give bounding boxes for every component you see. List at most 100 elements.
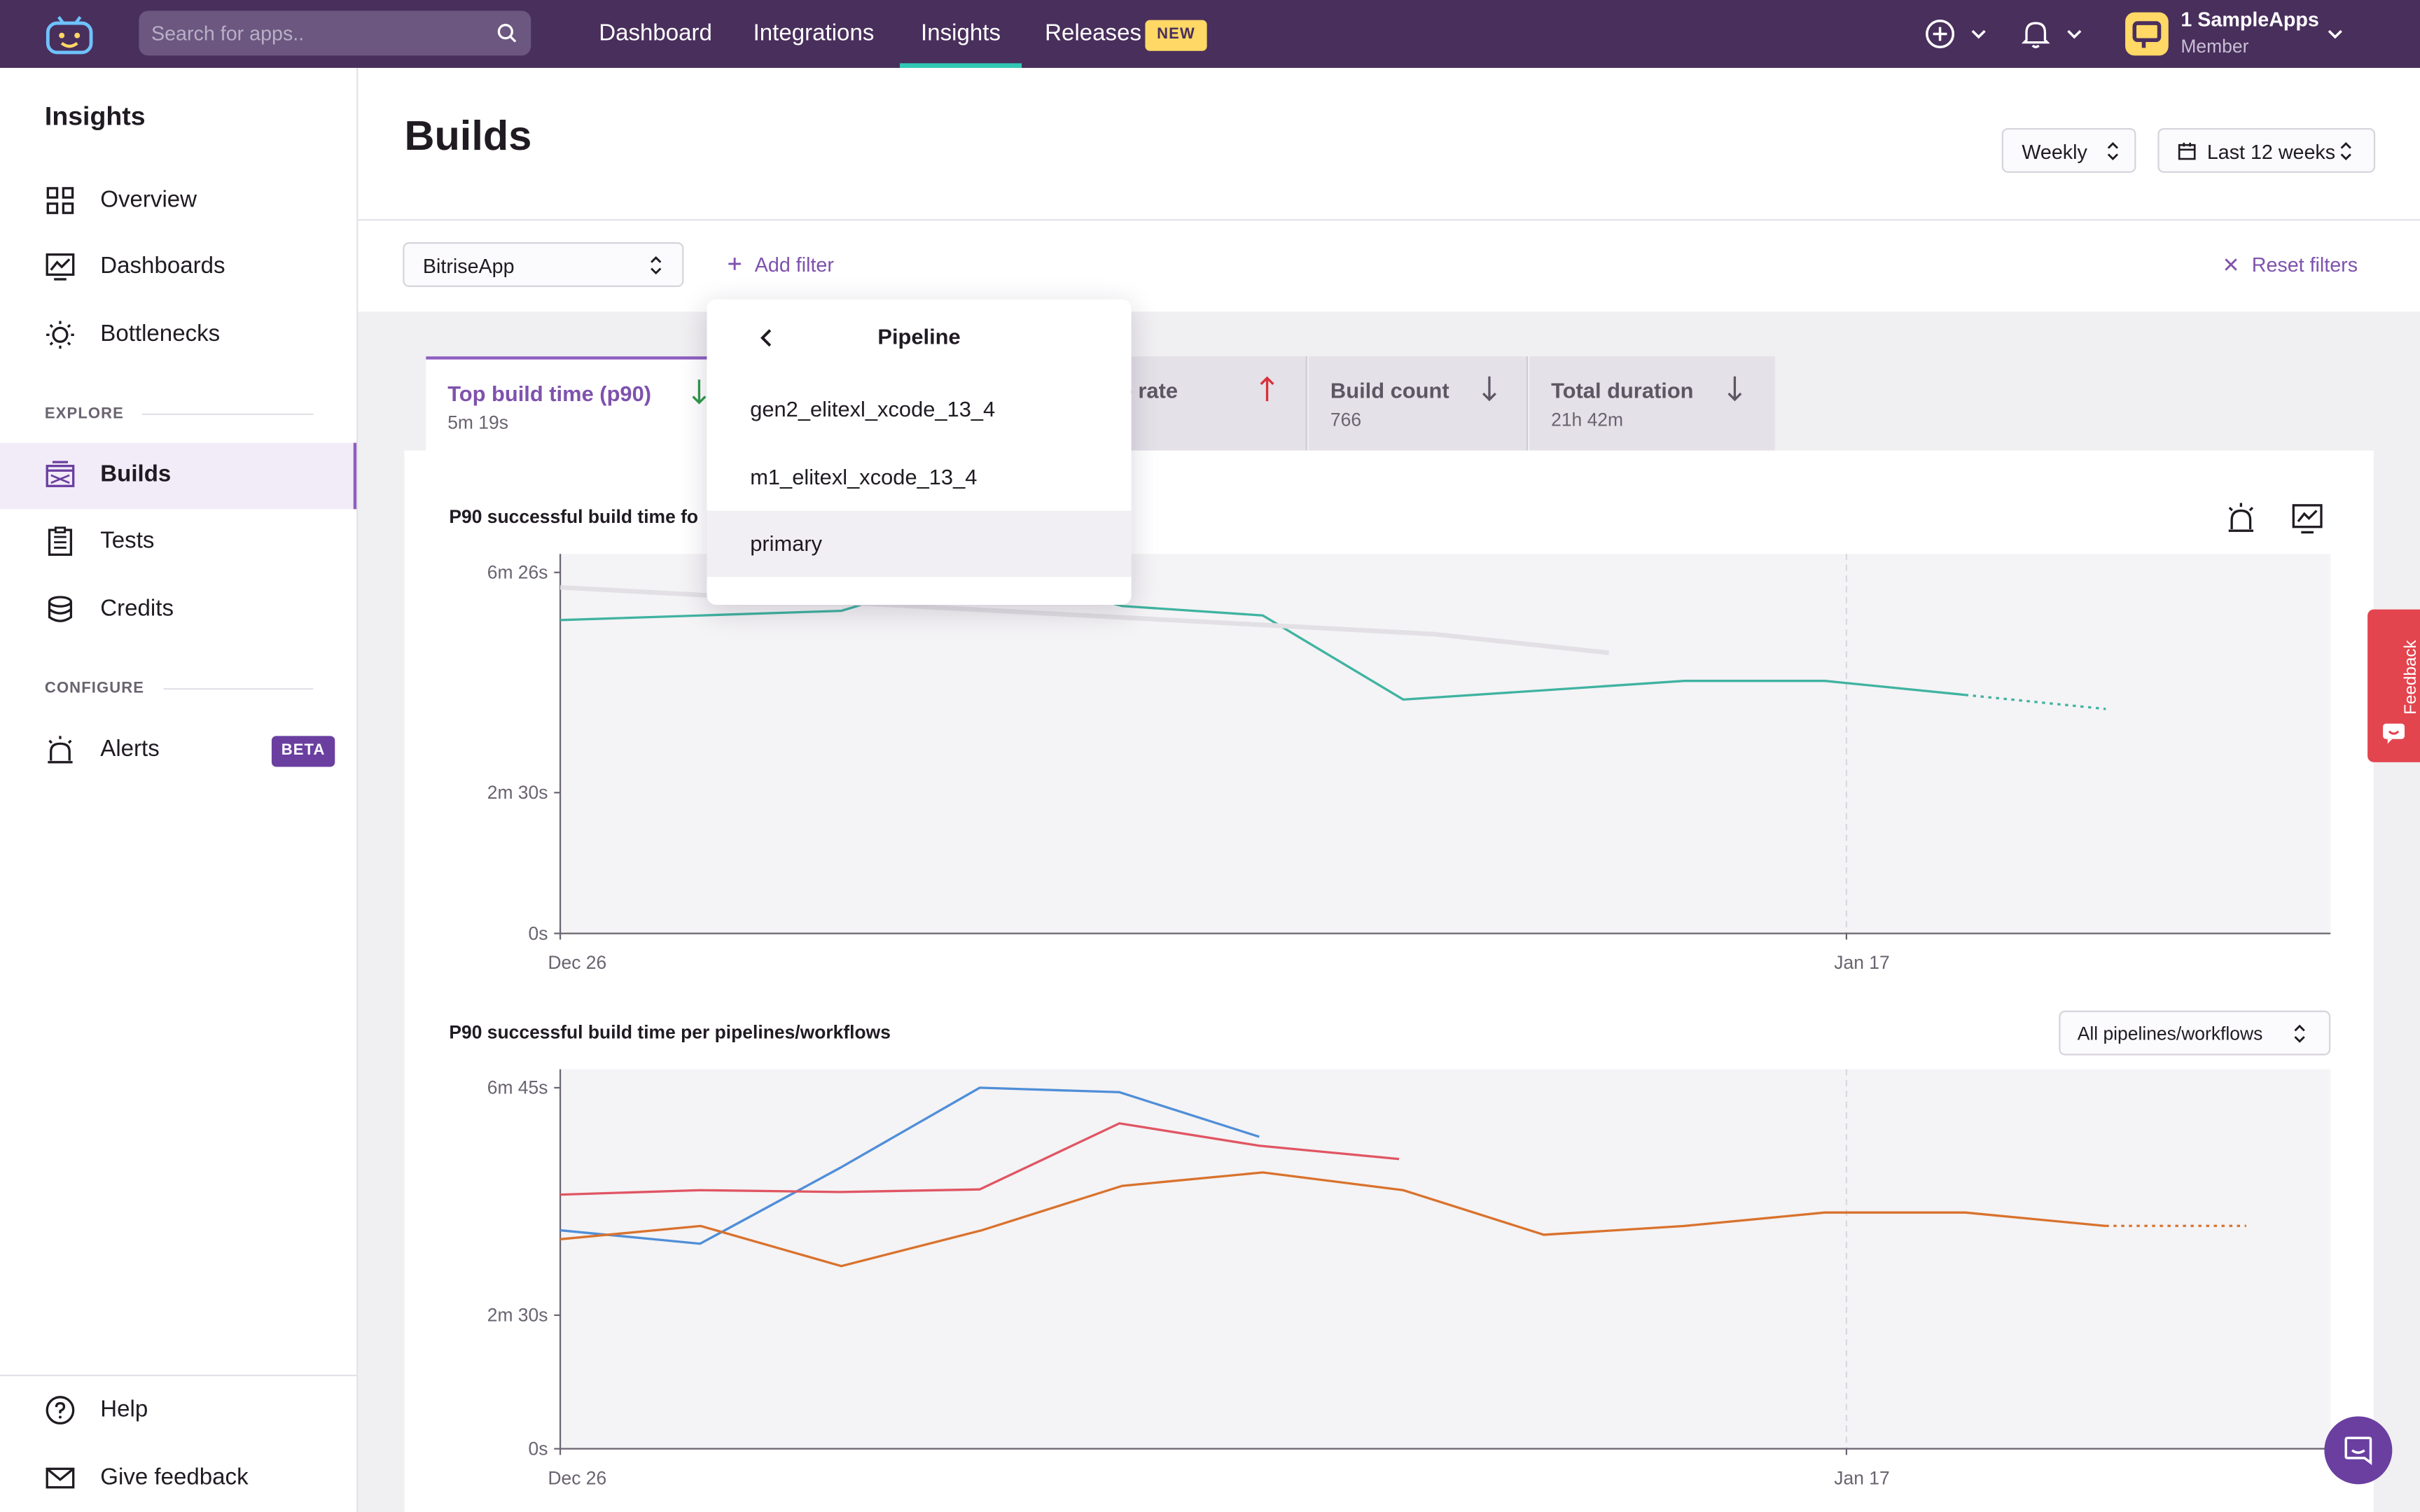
page-title: Builds (404, 112, 532, 160)
sidebar-item-help[interactable]: Help (0, 1378, 356, 1444)
tab-value: 5m 19s (447, 412, 508, 434)
x-tick-label: Jan 17 (1834, 1467, 1889, 1488)
calendar-icon (2178, 142, 2196, 160)
chat-launcher-button[interactable] (2324, 1416, 2393, 1485)
search-input[interactable]: Search for apps.. (139, 10, 531, 56)
nav-insights[interactable]: Insights (899, 0, 1022, 68)
sidebar-item-label: Help (100, 1396, 148, 1423)
option-label: gen2_elitexl_xcode_13_4 (750, 396, 996, 421)
mail-icon (46, 1467, 75, 1489)
option-label: m1_elitexl_xcode_13_4 (750, 464, 978, 489)
org-name[interactable]: 1 SampleApps (2181, 8, 2319, 31)
y-tick-label: 6m 26s (487, 562, 548, 583)
beta-badge: BETA (271, 736, 335, 767)
feedback-label: Feedback (2401, 640, 2420, 715)
sidebar-item-builds[interactable]: Builds (0, 442, 357, 510)
builds-icon (46, 461, 75, 487)
dropdown-option[interactable]: m1_elitexl_xcode_13_4 (707, 444, 1131, 511)
arrow-down-green-icon (692, 379, 707, 405)
bell-icon[interactable] (2022, 18, 2050, 49)
search-icon (497, 24, 517, 43)
coins-icon (48, 596, 73, 622)
y-tick-label: 0s (529, 923, 548, 944)
interval-select[interactable]: Weekly (2001, 127, 2136, 173)
app-select[interactable]: BitriseApp (403, 242, 684, 287)
sidebar-item-label: Give feedback (100, 1464, 249, 1491)
tab-build-count[interactable]: Build count 766 (1309, 356, 1529, 451)
sidebar-item-credits[interactable]: Credits (0, 577, 356, 643)
add-to-dashboard-icon[interactable] (2290, 501, 2324, 535)
chart-monitor-icon (46, 253, 75, 281)
sidebar-item-tests[interactable]: Tests (0, 509, 356, 575)
sidebar-item-label: Tests (100, 527, 155, 554)
add-circle-icon[interactable] (1925, 18, 1956, 49)
org-role: Member (2181, 35, 2249, 57)
x-tick-label: Dec 26 (548, 1467, 606, 1488)
sidebar-item-label: Dashboards (100, 253, 225, 279)
nav-releases[interactable]: Releases (1045, 20, 1142, 47)
chevron-down-icon[interactable] (1969, 26, 1987, 41)
org-logo-icon (2132, 21, 2162, 48)
sort-icon (651, 256, 662, 275)
y-tick-label: 2m 30s (487, 782, 548, 803)
feedback-chat-icon (2383, 723, 2405, 744)
tab-value: 21h 42m (1551, 409, 1624, 430)
chevron-down-icon[interactable] (2326, 26, 2344, 41)
pipeline-dropdown: Pipeline gen2_elitexl_xcode_13_4 m1_elit… (707, 299, 1132, 606)
close-icon (2225, 258, 2237, 271)
arrow-down-icon (1727, 376, 1742, 402)
plot-area (560, 1069, 2331, 1449)
help-icon (46, 1396, 75, 1424)
pipelines-select[interactable]: All pipelines/workflows (2059, 1010, 2331, 1056)
x-tick-label: Jan 17 (1834, 952, 1889, 973)
divider (163, 688, 314, 690)
new-badge: NEW (1145, 20, 1207, 51)
sidebar-title: Insights (44, 102, 146, 132)
dropdown-option[interactable]: gen2_elitexl_xcode_13_4 (707, 377, 1131, 443)
nav-integrations[interactable]: Integrations (753, 20, 875, 47)
pipelines-select-value: All pipelines/workflows (2077, 1023, 2263, 1045)
series-line (559, 1086, 1260, 1245)
tab-total-duration[interactable]: Total duration 21h 42m (1529, 356, 1775, 451)
arrow-up-red-icon (1260, 376, 1274, 402)
feedback-tab[interactable]: Feedback (2367, 609, 2420, 762)
sidebar (0, 67, 359, 1512)
sort-icon (2294, 1024, 2305, 1043)
bitrise-logo-icon[interactable] (43, 13, 96, 56)
org-avatar[interactable] (2125, 12, 2169, 56)
bulb-icon (46, 321, 74, 349)
tab-value: 766 (1330, 409, 1362, 430)
sidebar-item-give-feedback[interactable]: Give feedback (0, 1446, 356, 1512)
dropdown-title: Pipeline (877, 323, 961, 349)
back-chevron-icon[interactable] (759, 327, 774, 349)
sidebar-item-label: Builds (100, 461, 172, 488)
sidebar-item-bottlenecks[interactable]: Bottlenecks (0, 302, 356, 369)
sidebar-item-label: Credits (100, 595, 174, 622)
tab-title: Build count (1330, 378, 1449, 403)
alert-siren-icon[interactable] (2224, 501, 2258, 535)
date-range-value: Last 12 weeks (2206, 140, 2336, 164)
sidebar-item-label: Bottlenecks (100, 321, 221, 347)
grid-icon (46, 187, 74, 214)
sidebar-item-dashboards[interactable]: Dashboards (0, 234, 356, 301)
series-line (560, 567, 1966, 701)
dropdown-option[interactable]: primary (707, 510, 1132, 578)
plot-area (560, 554, 2331, 934)
search-placeholder: Search for apps.. (151, 21, 305, 45)
chart2-title: P90 successful build time per pipelines/… (449, 1021, 891, 1043)
section-explore: EXPLORE (44, 405, 124, 423)
tab-top-build-time[interactable]: Top build time (p90) 5m 19s (426, 356, 720, 451)
sidebar-item-label: Alerts (100, 736, 160, 762)
nav-dashboard[interactable]: Dashboard (599, 20, 712, 47)
sidebar-item-overview[interactable]: Overview (0, 168, 356, 234)
sort-icon (2340, 141, 2351, 161)
reset-filters-label: Reset filters (2251, 253, 2358, 276)
sidebar-item-label: Overview (100, 186, 197, 214)
date-range-select[interactable]: Last 12 weeks (2157, 127, 2376, 173)
clipboard-icon (48, 526, 73, 556)
sidebar-item-alerts[interactable]: Alerts (0, 718, 356, 784)
top-bar: Search for apps.. Dashboard Integrations… (0, 0, 2420, 68)
option-label: primary (750, 531, 823, 556)
chevron-down-icon[interactable] (2065, 26, 2083, 41)
